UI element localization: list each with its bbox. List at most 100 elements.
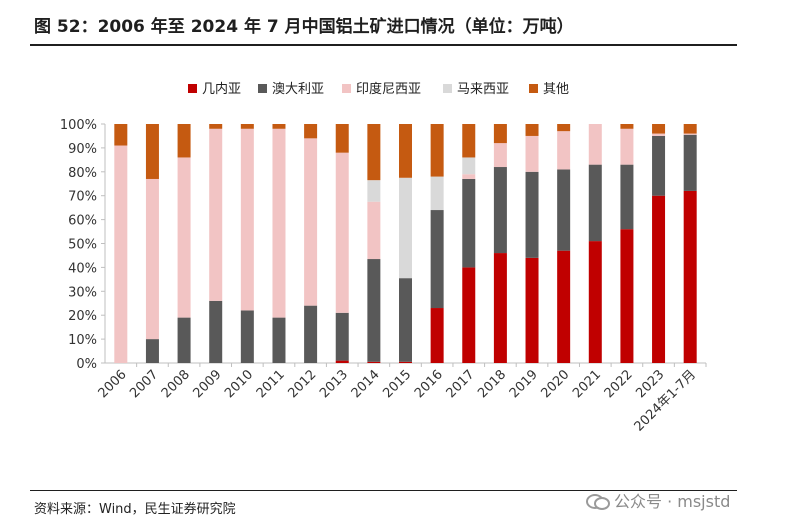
bar-segment (367, 361, 381, 363)
bar-segment (304, 124, 318, 139)
x-tick-label: 2011 (254, 367, 288, 401)
y-tick-label: 30% (68, 285, 97, 300)
bar-segment (430, 124, 444, 177)
x-tick-label: 2008 (159, 367, 193, 401)
bar-segment (335, 152, 349, 313)
bar-segment (620, 164, 634, 230)
x-tick-label: 2013 (317, 367, 351, 401)
legend-swatch (342, 84, 351, 93)
y-tick-label: 90% (68, 142, 97, 157)
bar-segment (557, 250, 571, 363)
bar-segment (588, 241, 602, 363)
bar-segment (209, 300, 223, 363)
stacked-bar-chart: 几内亚 澳大利亚 印度尼西亚 马来西亚 其他 0% 10% 20% 30% 40% 50% 60% 70… (60, 81, 707, 435)
bar-segment (525, 135, 539, 172)
title-rule (30, 44, 737, 46)
y-tick-label: 70% (68, 190, 97, 205)
bar-segment (588, 124, 602, 165)
bar-segment (557, 169, 571, 251)
bar-segment (493, 143, 507, 168)
chart-title: 图 52：2006 年至 2024 年 7 月中国铝土矿进口情况（单位：万吨） (34, 17, 574, 37)
y-tick-label: 10% (68, 333, 97, 348)
bar-segment (367, 124, 381, 181)
bar-segment (493, 124, 507, 144)
bar-segment (335, 312, 349, 361)
bar-segment (557, 124, 571, 132)
y-tick-label: 100% (60, 118, 97, 133)
bar-segment (652, 135, 666, 196)
x-tick-label: 2017 (444, 367, 478, 401)
legend-swatch (443, 84, 452, 93)
legend-label: 印度尼西亚 (356, 81, 421, 97)
bar-segment (145, 178, 159, 340)
bar-segment (683, 190, 697, 363)
x-tick-label: 2021 (570, 367, 604, 401)
watermark-text: 公众号 · msjstd (614, 492, 731, 511)
bar-segment (462, 174, 476, 179)
bar-segment (430, 308, 444, 363)
legend-swatch (258, 84, 267, 93)
bar-segment (272, 317, 286, 363)
bar-segment (177, 124, 191, 158)
y-tick-label: 80% (68, 166, 97, 181)
legend-label: 马来西亚 (457, 82, 509, 97)
legend-label: 其他 (543, 82, 569, 97)
bar-segment (240, 310, 254, 363)
bar-segment (525, 257, 539, 363)
x-tick-label: 2016 (412, 367, 446, 401)
bar-segment (145, 339, 159, 363)
bar-segment (525, 124, 539, 136)
bar-segment (525, 171, 539, 258)
bar-segment (430, 176, 444, 211)
bar-segment (493, 253, 507, 363)
wechat-icon (586, 492, 610, 510)
bar-segment (620, 124, 634, 129)
bar-segment (652, 133, 666, 136)
y-tick-label: 0% (76, 357, 97, 372)
x-tick-label: 2007 (127, 367, 161, 401)
bar-segment (462, 124, 476, 158)
y-tick-label: 40% (68, 261, 97, 276)
y-tick-label: 60% (68, 214, 97, 229)
bar-segment (493, 167, 507, 254)
legend-swatch (188, 84, 197, 93)
bar-segment (588, 164, 602, 242)
x-tick-label: 2015 (380, 367, 414, 401)
x-tick-label: 2022 (602, 367, 636, 401)
bar-segment (557, 131, 571, 170)
bar-segment (399, 124, 412, 178)
bar-segment (145, 124, 159, 179)
x-tick-label: 2009 (191, 367, 225, 401)
x-tick-label: 2006 (96, 367, 130, 401)
watermark: 公众号 · msjstd (586, 488, 730, 512)
footer-rule (30, 490, 737, 491)
bar-segment (462, 267, 476, 363)
x-tick-label: 2010 (222, 367, 256, 401)
bar-segment (399, 177, 412, 279)
bar-segment (367, 180, 381, 202)
bar-segment (240, 124, 254, 129)
bar-segment (114, 145, 128, 363)
x-tick-label: 2014 (349, 367, 383, 401)
y-tick-label: 50% (68, 238, 97, 253)
x-tick-label: 2020 (538, 367, 572, 401)
legend-swatch (529, 84, 538, 93)
bar-segment (462, 178, 476, 268)
bar-segment (209, 128, 223, 301)
bar-segment (620, 229, 634, 363)
bar-segment (177, 157, 191, 318)
bar-segment (272, 124, 286, 129)
x-tick-label: 2018 (475, 367, 509, 401)
bar-segment (304, 138, 318, 306)
legend-label: 澳大利亚 (272, 81, 324, 97)
y-tick-label: 20% (68, 309, 97, 324)
bar-segment (177, 317, 191, 363)
bar-segment (367, 201, 381, 260)
bar-segment (683, 134, 697, 191)
bar-segment (462, 157, 476, 175)
legend-label: 几内亚 (202, 81, 241, 97)
bar-segment (240, 128, 254, 311)
bar-segment (652, 195, 666, 363)
bar-segment (620, 128, 634, 165)
bar-segment (114, 124, 128, 146)
